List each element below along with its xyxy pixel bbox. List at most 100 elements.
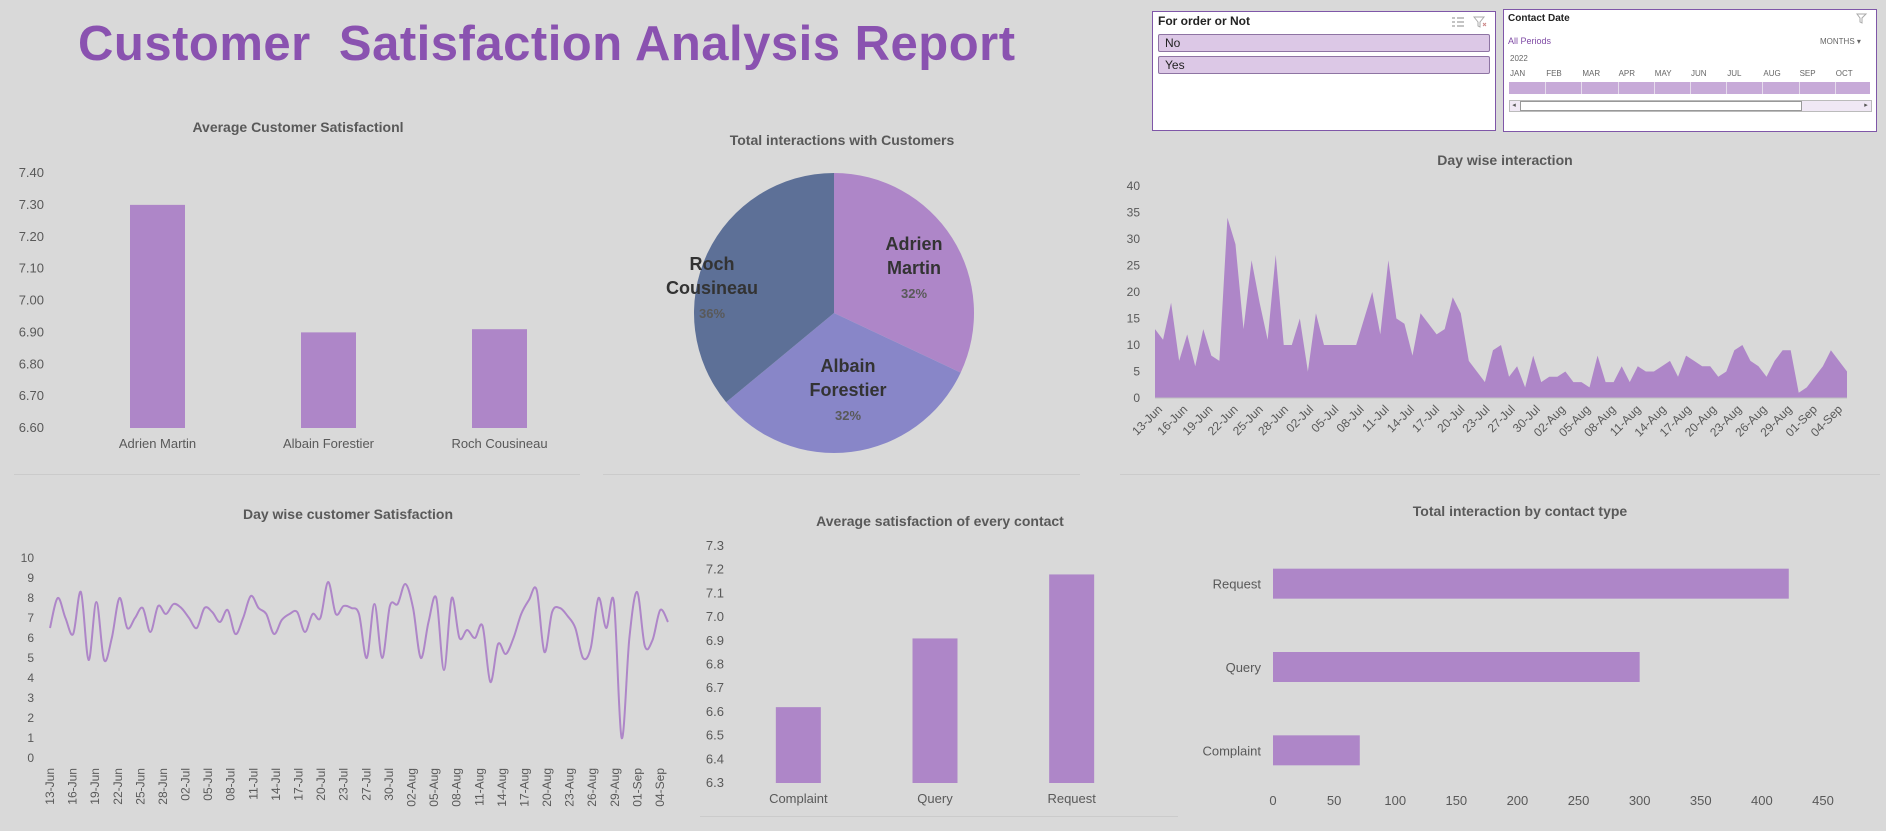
x-tick-label: 25-Jun (133, 768, 147, 805)
x-tick-label: 17-Jul (1409, 402, 1442, 435)
pie-slice (726, 313, 961, 453)
x-tick-label: 200 (1507, 793, 1529, 808)
area-series (1155, 217, 1847, 398)
timeline-month-label[interactable]: JAN (1510, 69, 1526, 78)
x-tick-label: 27-Jul (1485, 402, 1518, 435)
timeline-unit-dropdown[interactable]: MONTHS ▾ (1820, 37, 1861, 46)
timeline-month-separator (1690, 82, 1691, 94)
chart-day-interaction: 051015202530354013-Jun16-Jun19-Jun22-Jun… (1127, 179, 1847, 439)
x-tick-label: 11-Aug (472, 768, 486, 806)
y-tick-label: 6.4 (706, 751, 724, 766)
timeline-month-label[interactable]: JUN (1691, 69, 1707, 78)
x-tick-label: 05-Jul (201, 768, 215, 801)
timeline-month-label[interactable]: MAR (1582, 69, 1601, 78)
timeline-month-label[interactable]: MAY (1654, 69, 1672, 78)
y-tick-label: 0 (1133, 391, 1140, 405)
x-tick-label: 50 (1327, 793, 1341, 808)
x-tick-label: 13-Jun (43, 768, 57, 805)
timeline-month-label[interactable]: APR (1618, 69, 1636, 78)
scroll-right-icon[interactable]: ▸ (1864, 102, 1868, 109)
y-tick-label: 25 (1127, 259, 1141, 273)
x-tick-label: 14-Aug (495, 768, 509, 807)
x-tick-label: 14-Jul (1384, 402, 1417, 435)
x-tick-label: 450 (1812, 793, 1834, 808)
x-tick-label: 14-Jul (269, 768, 283, 801)
order-slicer-item-no[interactable]: No (1158, 34, 1490, 52)
y-tick-label: 7.00 (19, 293, 44, 308)
timeline-month-separator (1581, 82, 1583, 94)
bar (912, 638, 958, 783)
y-tick-label: Query (1226, 660, 1262, 675)
x-tick-label: 17-Aug (517, 768, 531, 807)
y-tick-label: 7.20 (19, 229, 44, 244)
y-tick-label: 9 (27, 571, 34, 585)
x-tick-label: 23-Jul (1460, 402, 1493, 435)
clear-filter-icon[interactable] (1472, 15, 1487, 28)
timeline-scrollbar[interactable]: ◂ ▸ (1509, 100, 1872, 112)
order-slicer-item-yes[interactable]: Yes (1158, 56, 1490, 74)
x-tick-label: 23-Jul (337, 768, 351, 801)
timeline-month-label[interactable]: JUL (1727, 69, 1742, 78)
timeline-bar[interactable] (1509, 82, 1870, 94)
x-tick-label: 26-Aug (585, 768, 599, 807)
y-tick-label: 6.5 (706, 728, 724, 743)
chart-title-contact-type: Total interaction by contact type (1412, 503, 1628, 519)
bar (1049, 574, 1095, 783)
order-slicer: For order or Not No Yes (1152, 11, 1496, 131)
x-tick-label: 05-Jul (1308, 402, 1341, 435)
timeline-year: 2022 (1510, 54, 1528, 63)
pie-label: Roch (690, 254, 735, 274)
pie-label: Adrien (885, 234, 942, 254)
x-tick-label: 19-Jun (88, 768, 102, 805)
pie-percent-label: 32% (901, 286, 927, 301)
y-tick-label: 7.0 (706, 609, 724, 624)
x-tick-label: 22-Jun (111, 768, 125, 805)
bar (775, 707, 821, 783)
pie-percent-label: 32% (835, 408, 861, 423)
y-tick-label: 7.40 (19, 165, 44, 180)
x-tick-label: 28-Jun (156, 768, 170, 805)
divider (14, 474, 580, 475)
multi-select-icon[interactable] (1451, 15, 1465, 27)
chart-contact-type: 0 50 100 150 200 250 300 350 400 450 Request Query C… (1202, 568, 1834, 808)
x-tick-label: 400 (1751, 793, 1773, 808)
timeline-month-label[interactable]: SEP (1799, 69, 1816, 78)
chevron-down-icon: ▾ (1856, 37, 1861, 46)
divider (603, 474, 1080, 475)
y-tick-label: 7.30 (19, 197, 44, 212)
all-periods-label: All Periods (1508, 36, 1552, 46)
timeline-month-label[interactable]: FEB (1546, 69, 1562, 78)
timeline-month-separator (1653, 82, 1655, 94)
scroll-thumb[interactable] (1520, 101, 1802, 111)
x-tick-label: Roch Cousineau (451, 436, 547, 451)
x-tick-label: 08-Jul (1334, 402, 1367, 435)
y-tick-label: 8 (27, 591, 34, 605)
timeline-month-separator (1545, 82, 1547, 94)
y-tick-label: 2 (27, 711, 34, 725)
divider (700, 816, 1178, 817)
chart-pie: Adrien Martin 32% Albain Forestier 32% Roch Cou… (666, 173, 974, 453)
y-tick-label: 10 (21, 551, 35, 565)
pie-label: Albain (820, 356, 875, 376)
y-tick-label: 7.3 (706, 538, 724, 553)
bar (472, 329, 527, 428)
x-tick-label: 04-Sep (653, 768, 667, 807)
pie-percent-label: 36% (699, 306, 725, 321)
x-tick-label: 05-Aug (427, 768, 441, 807)
y-tick-label: 6.60 (19, 420, 44, 435)
bar (130, 204, 185, 428)
y-tick-label: Request (1213, 577, 1262, 592)
y-tick-label: 4 (27, 671, 34, 685)
timeline-month-label[interactable]: OCT (1835, 69, 1853, 78)
scroll-left-icon[interactable]: ◂ (1512, 102, 1516, 109)
timeline-month-label[interactable]: AUG (1763, 69, 1781, 78)
chart-avg-agent: 6.60 6.70 6.80 6.90 7.00 7.10 7.20 7.30 7.40 Adri… (19, 165, 548, 451)
timeline-month-separator (1798, 82, 1800, 94)
bar (1273, 652, 1640, 682)
x-tick-label: Request (1047, 791, 1096, 806)
y-tick-label: 3 (27, 691, 34, 705)
clear-filter-icon[interactable] (1856, 12, 1868, 24)
x-tick-label: 11-Jul (1359, 402, 1391, 434)
x-tick-label: 350 (1690, 793, 1712, 808)
x-tick-label: 300 (1629, 793, 1651, 808)
